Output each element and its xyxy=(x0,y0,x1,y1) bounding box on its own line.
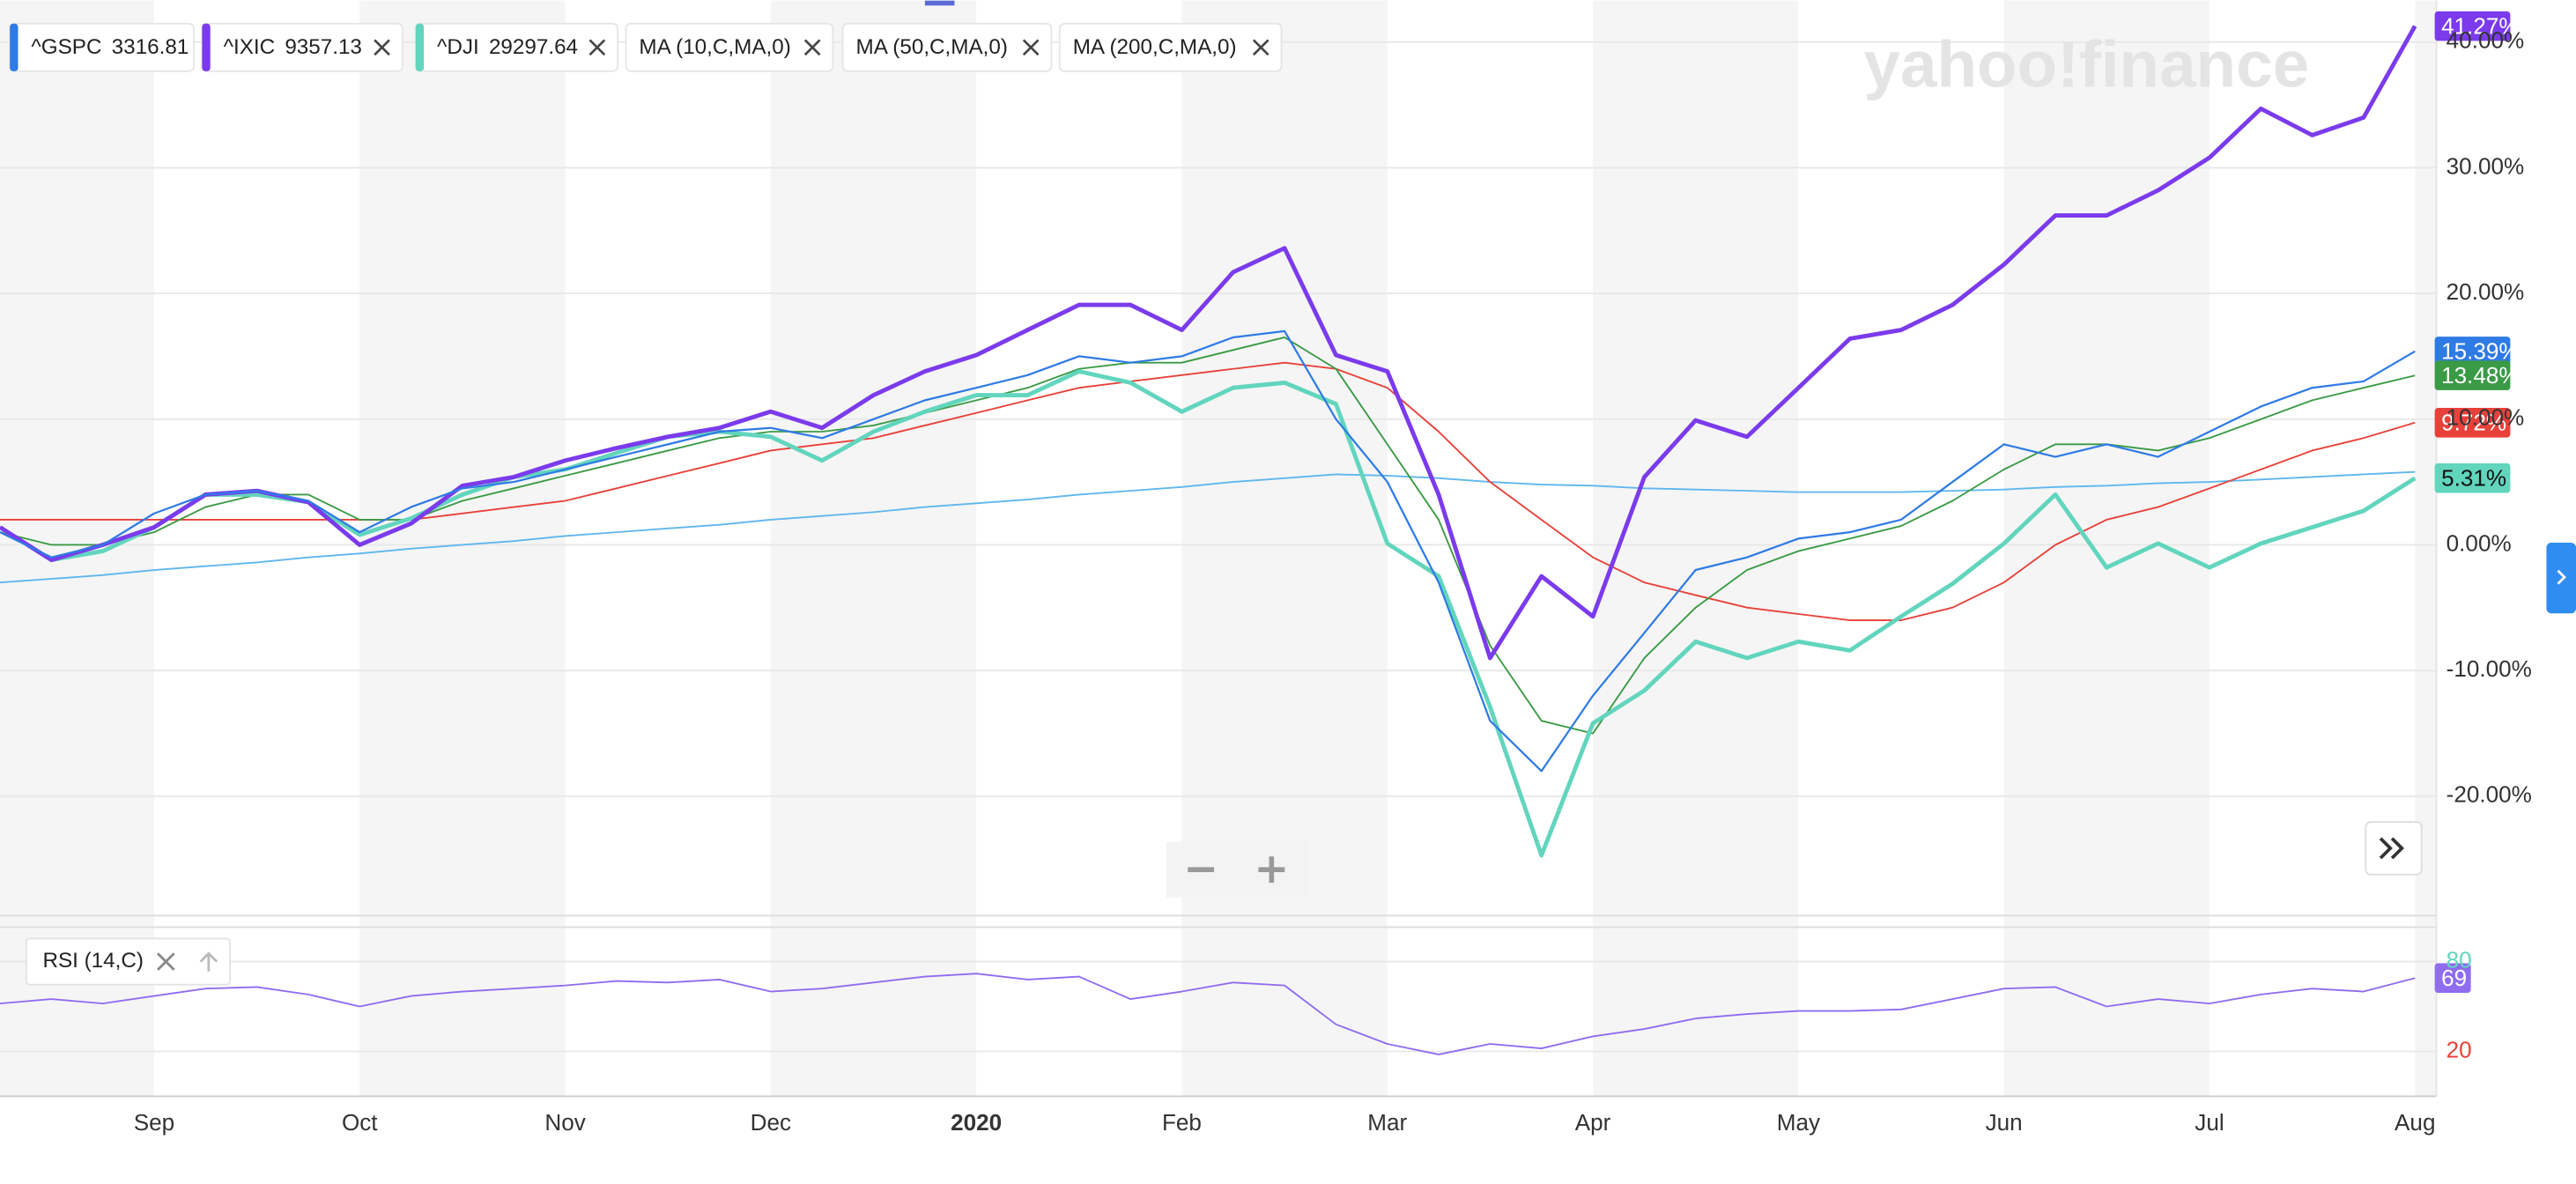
zoom-controls[interactable] xyxy=(1166,841,1308,898)
legend-swatch xyxy=(202,23,211,71)
month-band xyxy=(1181,0,1388,1097)
month-band xyxy=(1593,0,1799,1097)
legend-close[interactable] xyxy=(588,39,606,56)
legend-name: MA (200,C,MA,0) xyxy=(1073,35,1237,59)
value-tag-label: 41.27% xyxy=(2441,12,2520,39)
legend-value: 9357.13 xyxy=(285,35,362,59)
x-tick-label: Jun xyxy=(1986,1109,2023,1136)
y-tick-label: 0.00% xyxy=(2446,529,2512,556)
value-tag xyxy=(2434,408,2511,438)
month-band xyxy=(770,0,977,1097)
month-band xyxy=(2003,0,2210,1097)
rsi-title: RSI (14,C) xyxy=(42,949,143,973)
value-tag-label: 69 xyxy=(2441,965,2467,991)
x-tick-label: Mar xyxy=(1367,1109,1407,1136)
x-tick-label: Oct xyxy=(342,1109,378,1136)
legend-chip-bg xyxy=(625,22,834,72)
x-tick-label: Dec xyxy=(751,1109,791,1136)
legend-chip[interactable]: MA (10,C,MA,0) xyxy=(625,22,834,72)
watermark: yahoo!finance xyxy=(1864,27,2310,101)
rsi-chip-bg xyxy=(25,937,232,986)
legend-swatch xyxy=(10,23,19,71)
legend-chip[interactable]: MA (200,C,MA,0) xyxy=(1058,22,1283,72)
legend-chip[interactable]: ^GSPC 3316.81 xyxy=(9,22,195,72)
value-tag-label: 13.48% xyxy=(2441,362,2520,388)
scroll-indicator xyxy=(924,0,955,6)
legend-name: ^IXIC xyxy=(224,35,276,59)
value-tag-label: 9.72% xyxy=(2441,410,2506,436)
legend-close[interactable] xyxy=(1022,39,1040,56)
expand-icon xyxy=(2379,837,2404,860)
legend-value: 3316.81 xyxy=(112,35,189,59)
value-tag xyxy=(2434,963,2471,993)
zoom-bg xyxy=(1166,841,1308,898)
value-tag-label: 5.31% xyxy=(2441,464,2506,491)
x-tick-label: Nov xyxy=(544,1109,585,1136)
value-tag xyxy=(2434,360,2511,390)
legend-name: MA (50,C,MA,0) xyxy=(856,35,1008,59)
x-tick-label: 2020 xyxy=(951,1109,1002,1136)
y-tick-label: 80 xyxy=(2446,946,2472,973)
value-tag xyxy=(2434,462,2511,493)
series-line xyxy=(0,329,2416,773)
value-tag xyxy=(2434,11,2511,41)
side-tab[interactable] xyxy=(2546,543,2576,614)
x-tick-label: Aug xyxy=(2395,1109,2435,1136)
month-band xyxy=(2415,0,2437,1097)
legend-name: ^GSPC xyxy=(31,35,101,59)
x-tick-label: Jul xyxy=(2195,1109,2224,1136)
y-tick-label: 40.00% xyxy=(2446,27,2525,54)
expand-bg[interactable] xyxy=(2365,821,2423,876)
legend-close[interactable] xyxy=(374,39,390,56)
legend-chip-bg xyxy=(9,22,195,72)
x-tick-label: May xyxy=(1777,1109,1820,1136)
value-tag xyxy=(2434,337,2511,366)
value-tag-label: 15.39% xyxy=(2441,338,2520,365)
y-tick-label: -10.00% xyxy=(2446,655,2532,682)
series-line xyxy=(0,973,2416,1055)
x-tick-label: Sep xyxy=(134,1109,174,1136)
y-tick-label: -20.00% xyxy=(2446,781,2532,808)
x-tick-label: Feb xyxy=(1162,1109,1202,1136)
rsi-chip[interactable]: RSI (14,C) xyxy=(25,937,232,986)
legend-close[interactable] xyxy=(1252,39,1269,56)
y-tick-label: 10.00% xyxy=(2446,404,2525,431)
side-tab-icon xyxy=(2557,569,2566,585)
x-tick-label: Apr xyxy=(1575,1109,1611,1136)
legend-chip-bg xyxy=(841,22,1053,72)
legend-chip[interactable]: ^IXIC 9357.13 xyxy=(201,22,403,72)
legend-swatch xyxy=(415,23,425,71)
series-line xyxy=(0,25,2417,661)
y-tick-label: 20.00% xyxy=(2446,278,2525,305)
legend-chip[interactable]: MA (50,C,MA,0) xyxy=(841,22,1053,72)
legend-value: 29297.64 xyxy=(489,35,578,59)
rsi-up[interactable] xyxy=(199,951,218,972)
series-line xyxy=(0,470,2416,584)
side-tab-bg[interactable] xyxy=(2546,543,2576,614)
legend-chip-bg xyxy=(1058,22,1283,72)
legend-close[interactable] xyxy=(803,39,821,56)
y-tick-label: 20 xyxy=(2446,1036,2472,1062)
month-band xyxy=(0,0,154,1097)
series-line xyxy=(0,369,2417,858)
legend-chip[interactable]: ^DJI 29297.64 xyxy=(414,22,619,72)
y-tick-label: 30.00% xyxy=(2446,152,2525,179)
legend-name: MA (10,C,MA,0) xyxy=(639,35,790,59)
legend-name: ^DJI xyxy=(437,35,479,59)
rsi-close[interactable] xyxy=(157,952,175,971)
month-band xyxy=(359,0,566,1097)
expand-button[interactable] xyxy=(2365,821,2423,876)
